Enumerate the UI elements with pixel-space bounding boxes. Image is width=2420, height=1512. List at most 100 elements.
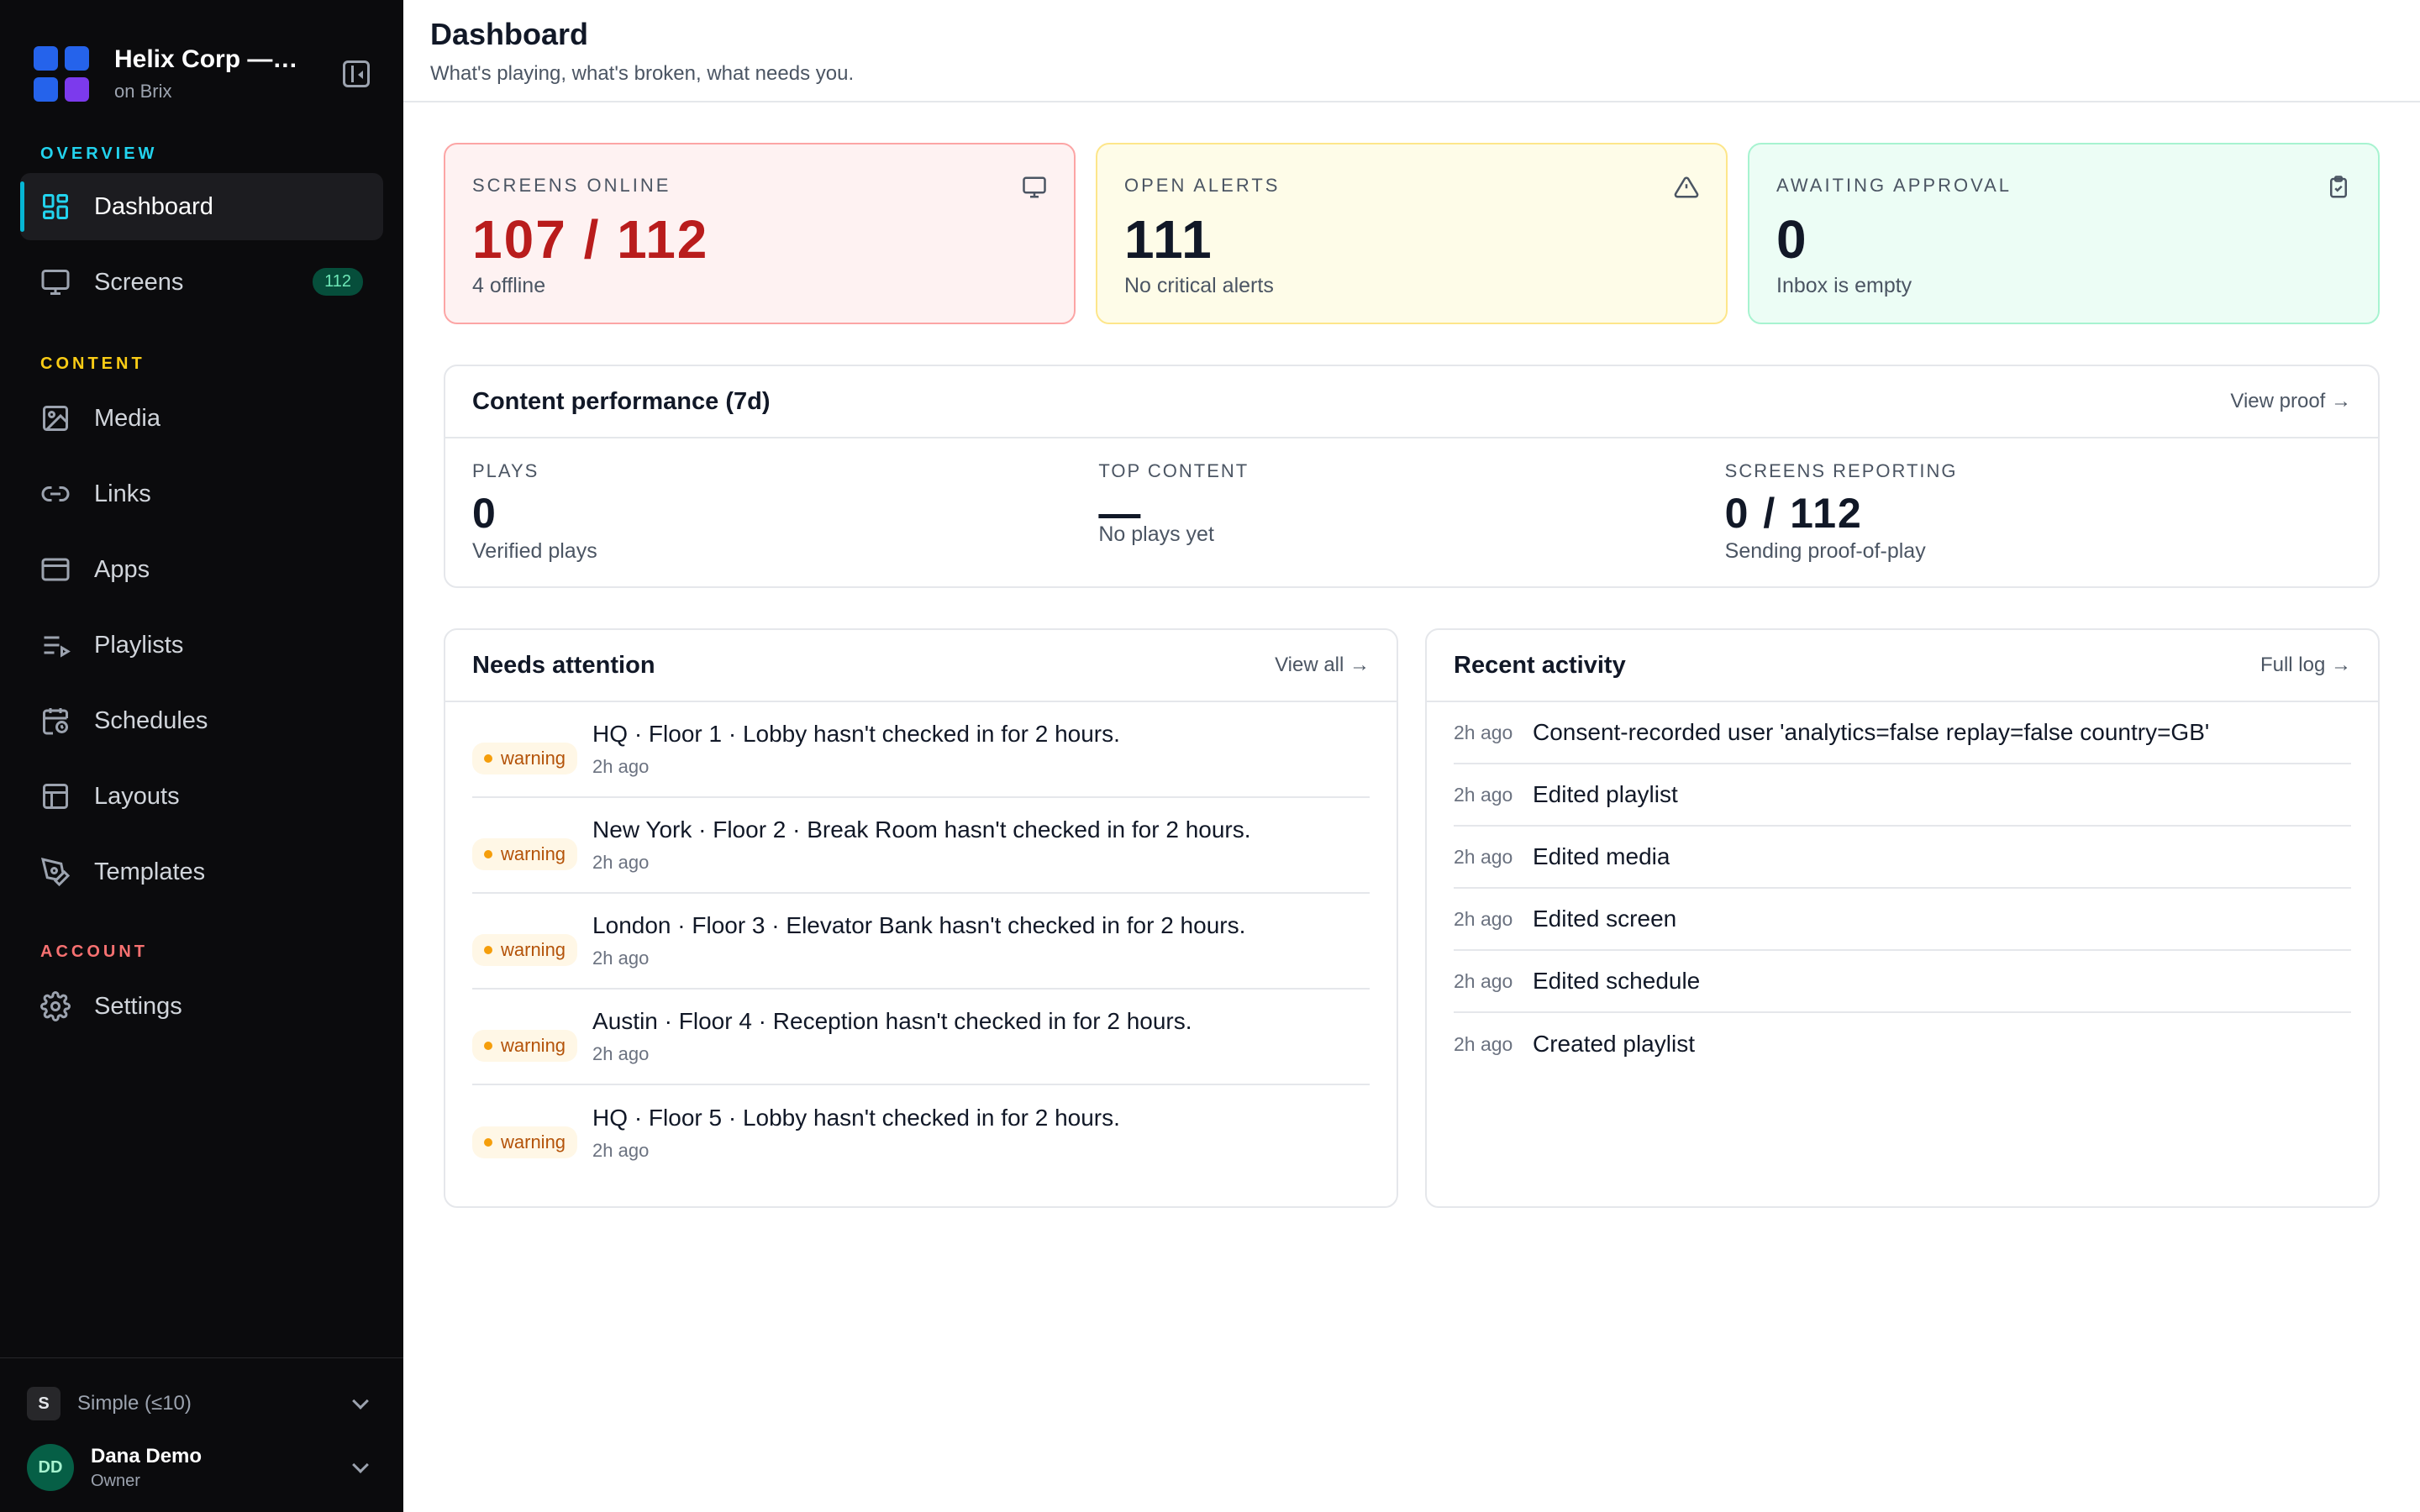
sidebar-item-settings[interactable]: Settings [20, 973, 383, 1040]
content-performance-card: Content performance (7d) View proof → PL… [444, 365, 2380, 588]
sidebar-item-label: Dashboard [94, 192, 213, 220]
warning-dot-icon [484, 1042, 492, 1050]
list-item[interactable]: warning HQ · Floor 5 · Lobby hasn't chec… [472, 1085, 1370, 1181]
plan-chip: S [27, 1387, 60, 1420]
perf-sub: No plays yet [1098, 522, 1214, 546]
list-item[interactable]: warning HQ · Floor 1 · Lobby hasn't chec… [472, 702, 1370, 798]
alert-time: 2h ago [592, 1043, 650, 1064]
recent-activity-card: Recent activity Full log → 2h ago Consent… [1425, 628, 2380, 1208]
workspace-platform: on Brix [114, 81, 172, 102]
perf-value: — [1098, 490, 1143, 537]
severity-label: warning [501, 748, 566, 769]
stat-label: AWAITING APPROVAL [1776, 175, 2012, 196]
view-proof-link[interactable]: View proof → [2230, 390, 2351, 412]
perf-sub: Verified plays [472, 539, 597, 563]
sidebar-item-dashboard[interactable]: Dashboard [20, 173, 383, 240]
status-badge: warning [472, 743, 578, 774]
perf-label: TOP CONTENT [1098, 460, 1249, 481]
severity-label: warning [501, 843, 566, 864]
severity-label: warning [501, 1131, 566, 1152]
gear-icon [40, 991, 71, 1021]
sidebar-item-templates[interactable]: Templates [20, 838, 383, 906]
sidebar-item-label: Screens [94, 268, 184, 296]
stat-card-open-alerts[interactable]: OPEN ALERTS 111 No critical alerts [1096, 143, 1728, 324]
sidebar-item-media[interactable]: Media [20, 385, 383, 452]
list-item[interactable]: warning Austin · Floor 4 · Reception has… [472, 990, 1370, 1085]
activity-time: 2h ago [1454, 783, 1513, 806]
alert-message: New York · Floor 2 · Break Room hasn't c… [592, 816, 1251, 843]
user-menu[interactable]: DD Dana Demo Owner [27, 1442, 376, 1493]
status-badge: warning [472, 1030, 578, 1062]
activity-text: Edited playlist [1533, 781, 1678, 807]
activity-time: 2h ago [1454, 1032, 1513, 1055]
stat-card-awaiting-approval[interactable]: AWAITING APPROVAL 0 Inbox is empty [1748, 143, 2380, 324]
sidebar-item-label: Schedules [94, 706, 208, 734]
plan-selector[interactable]: S Simple (≤10) [27, 1385, 376, 1422]
sidebar-item-label: Settings [94, 992, 182, 1020]
list-item[interactable]: warning London · Floor 3 · Elevator Bank… [472, 894, 1370, 990]
section-label-account: ACCOUNT [40, 942, 148, 961]
perf-screens-reporting: SCREENS REPORTING 0 / 112 Sending proof-… [1725, 460, 2351, 564]
sidebar-item-apps[interactable]: Apps [20, 536, 383, 603]
sidebar-item-label: Apps [94, 555, 150, 583]
sidebar-item-links[interactable]: Links [20, 460, 383, 528]
layout-icon [43, 784, 68, 809]
list-item: 2h ago Edited schedule [1454, 951, 2351, 1013]
status-badge: warning [472, 934, 578, 966]
workspace-name: Helix Corp — I... [114, 45, 303, 73]
alert-message: London · Floor 3 · Elevator Bank hasn't … [592, 912, 1246, 938]
sidebar-item-layouts[interactable]: Layouts [20, 763, 383, 830]
stat-label: OPEN ALERTS [1124, 175, 1281, 196]
activity-list: 2h ago Consent-recorded user 'analytics=f… [1427, 702, 2378, 1075]
section-label-overview: OVERVIEW [40, 144, 158, 163]
sidebar-item-playlists[interactable]: Playlists [20, 612, 383, 679]
monitor-icon [41, 270, 70, 295]
severity-label: warning [501, 939, 566, 960]
sidebar-footer: S Simple (≤10) DD Dana Demo Owner [0, 1357, 403, 1512]
warning-dot-icon [484, 1138, 492, 1147]
stat-sub: No critical alerts [1124, 274, 1274, 297]
sidebar-item-label: Media [94, 404, 160, 432]
perf-label: PLAYS [472, 460, 539, 481]
page-header: Dashboard What's playing, what's broken,… [403, 0, 2420, 102]
window-icon [41, 558, 70, 581]
chevron-down-icon [352, 1457, 369, 1473]
activity-time: 2h ago [1454, 721, 1513, 743]
sidebar-item-schedules[interactable]: Schedules [20, 687, 383, 754]
activity-text: Edited screen [1533, 906, 1677, 932]
page-title: Dashboard [430, 17, 589, 51]
sidebar-item-screens[interactable]: Screens 112 [20, 249, 383, 316]
card-title: Needs attention [472, 651, 655, 679]
screens-count-badge: 112 [313, 268, 363, 296]
activity-time: 2h ago [1454, 969, 1513, 992]
sidebar-item-label: Playlists [94, 631, 184, 659]
list-item: 2h ago Edited screen [1454, 889, 2351, 951]
user-role: Owner [91, 1471, 140, 1490]
full-log-link[interactable]: Full log → [2260, 654, 2351, 676]
warning-dot-icon [484, 850, 492, 858]
activity-time: 2h ago [1454, 845, 1513, 868]
warning-dot-icon [484, 946, 492, 954]
stat-value: 107 / 112 [472, 209, 709, 270]
perf-sub: Sending proof-of-play [1724, 539, 1926, 563]
link-icon [41, 486, 70, 501]
card-title: Recent activity [1454, 651, 1626, 679]
workspace-switcher[interactable]: Helix Corp — I... on Brix [34, 40, 370, 108]
sidebar-item-label: Templates [94, 858, 206, 885]
sidebar-collapse-icon[interactable] [343, 60, 370, 87]
grid-icon [43, 194, 68, 219]
sidebar-item-label: Links [94, 480, 151, 507]
perf-plays: PLAYS 0 Verified plays [472, 460, 1098, 564]
list-item: 2h ago Consent-recorded user 'analytics=f… [1454, 702, 2351, 764]
stat-card-screens-online[interactable]: SCREENS ONLINE 107 / 112 4 offline [444, 143, 1076, 324]
user-name: Dana Demo [91, 1444, 203, 1467]
view-all-link[interactable]: View all → [1275, 654, 1370, 676]
status-badge: warning [472, 838, 578, 870]
list-item[interactable]: warning New York · Floor 2 · Break Room … [472, 798, 1370, 894]
list-item: 2h ago Edited media [1454, 827, 2351, 889]
perf-top-content: TOP CONTENT — No plays yet [1098, 460, 1724, 564]
perf-label: SCREENS REPORTING [1724, 460, 1958, 481]
stat-value: 0 [1776, 209, 1808, 270]
alert-time: 2h ago [592, 756, 650, 777]
alert-time: 2h ago [592, 1140, 650, 1161]
